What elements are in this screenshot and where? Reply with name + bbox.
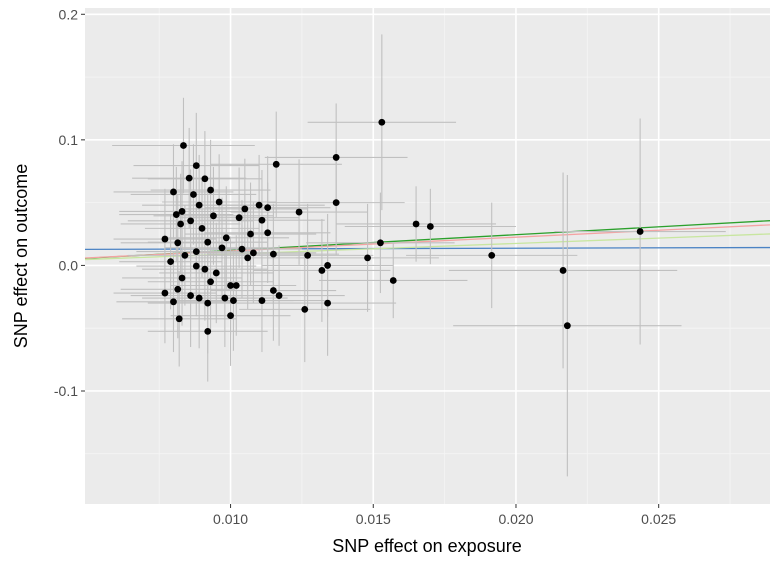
data-point [232,282,240,289]
x-axis-title: SNP effect on exposure [332,536,521,556]
data-point [174,285,182,293]
data-point [324,299,332,307]
data-point [181,251,189,259]
data-point [426,223,434,230]
data-point [222,234,230,242]
data-point [161,289,169,297]
data-point [488,251,496,259]
data-point [178,274,186,282]
y-axis-title: SNP effect on outcome [11,164,31,348]
data-point [167,258,175,266]
data-point [190,191,197,198]
data-point [563,322,571,330]
data-point [178,208,186,215]
data-point [204,327,212,335]
data-point [227,312,234,320]
data-point [161,235,169,243]
data-point [201,265,209,273]
data-point [559,267,567,274]
y-tick-label: 0.0 [59,257,79,273]
x-tick-label: 0.010 [213,511,248,527]
data-point [180,142,187,149]
data-point [269,287,277,294]
data-point [218,244,226,252]
data-point [412,220,420,228]
data-point [192,248,200,256]
data-point [636,228,644,235]
data-point [204,238,212,246]
data-point [249,249,257,257]
data-point [201,175,209,183]
data-point [378,118,386,126]
data-point [244,254,252,262]
data-point [210,212,217,220]
data-point [195,201,203,209]
data-point [269,250,277,258]
data-point [221,294,229,302]
data-point [332,199,340,207]
data-point [255,201,263,209]
data-point [238,245,246,253]
data-point [175,315,183,323]
y-axis-ticks: 0.2 0.1 0.0 -0.1 [54,6,85,399]
data-point [258,297,266,304]
data-point [264,229,272,237]
data-point [301,305,309,313]
x-tick-label: 0.020 [498,511,533,527]
data-point [170,298,177,306]
data-point [275,292,283,299]
x-tick-label: 0.015 [356,511,391,527]
x-tick-label: 0.025 [641,511,676,527]
data-point [230,297,237,304]
data-point [364,254,371,262]
y-tick-label: 0.2 [59,6,79,22]
data-point [304,251,312,259]
x-axis-ticks: 0.010 0.015 0.020 0.025 [213,504,676,527]
data-point [192,262,200,270]
data-point [258,216,266,224]
data-point [207,186,214,194]
data-point [204,299,212,307]
data-point [324,262,332,269]
data-points [161,118,644,335]
data-point [172,211,180,218]
data-point [174,239,182,247]
y-tick-label: -0.1 [54,383,78,399]
data-point [187,217,195,225]
data-point [377,239,384,247]
data-point [227,282,234,289]
data-point [295,208,303,216]
data-point [198,224,206,232]
data-point [187,292,195,299]
data-point [235,214,243,222]
data-point [192,162,200,169]
data-point [272,160,280,168]
data-point [177,220,185,228]
data-point [247,230,254,238]
data-point [332,154,340,161]
data-point [170,188,177,196]
data-point [264,204,272,212]
data-point [241,205,249,213]
data-point [207,278,214,286]
data-point [389,277,397,284]
data-point [195,294,203,302]
y-tick-label: 0.1 [59,132,79,148]
data-point [318,267,326,274]
data-point [215,198,223,206]
data-point [212,269,220,277]
data-point [185,174,193,182]
